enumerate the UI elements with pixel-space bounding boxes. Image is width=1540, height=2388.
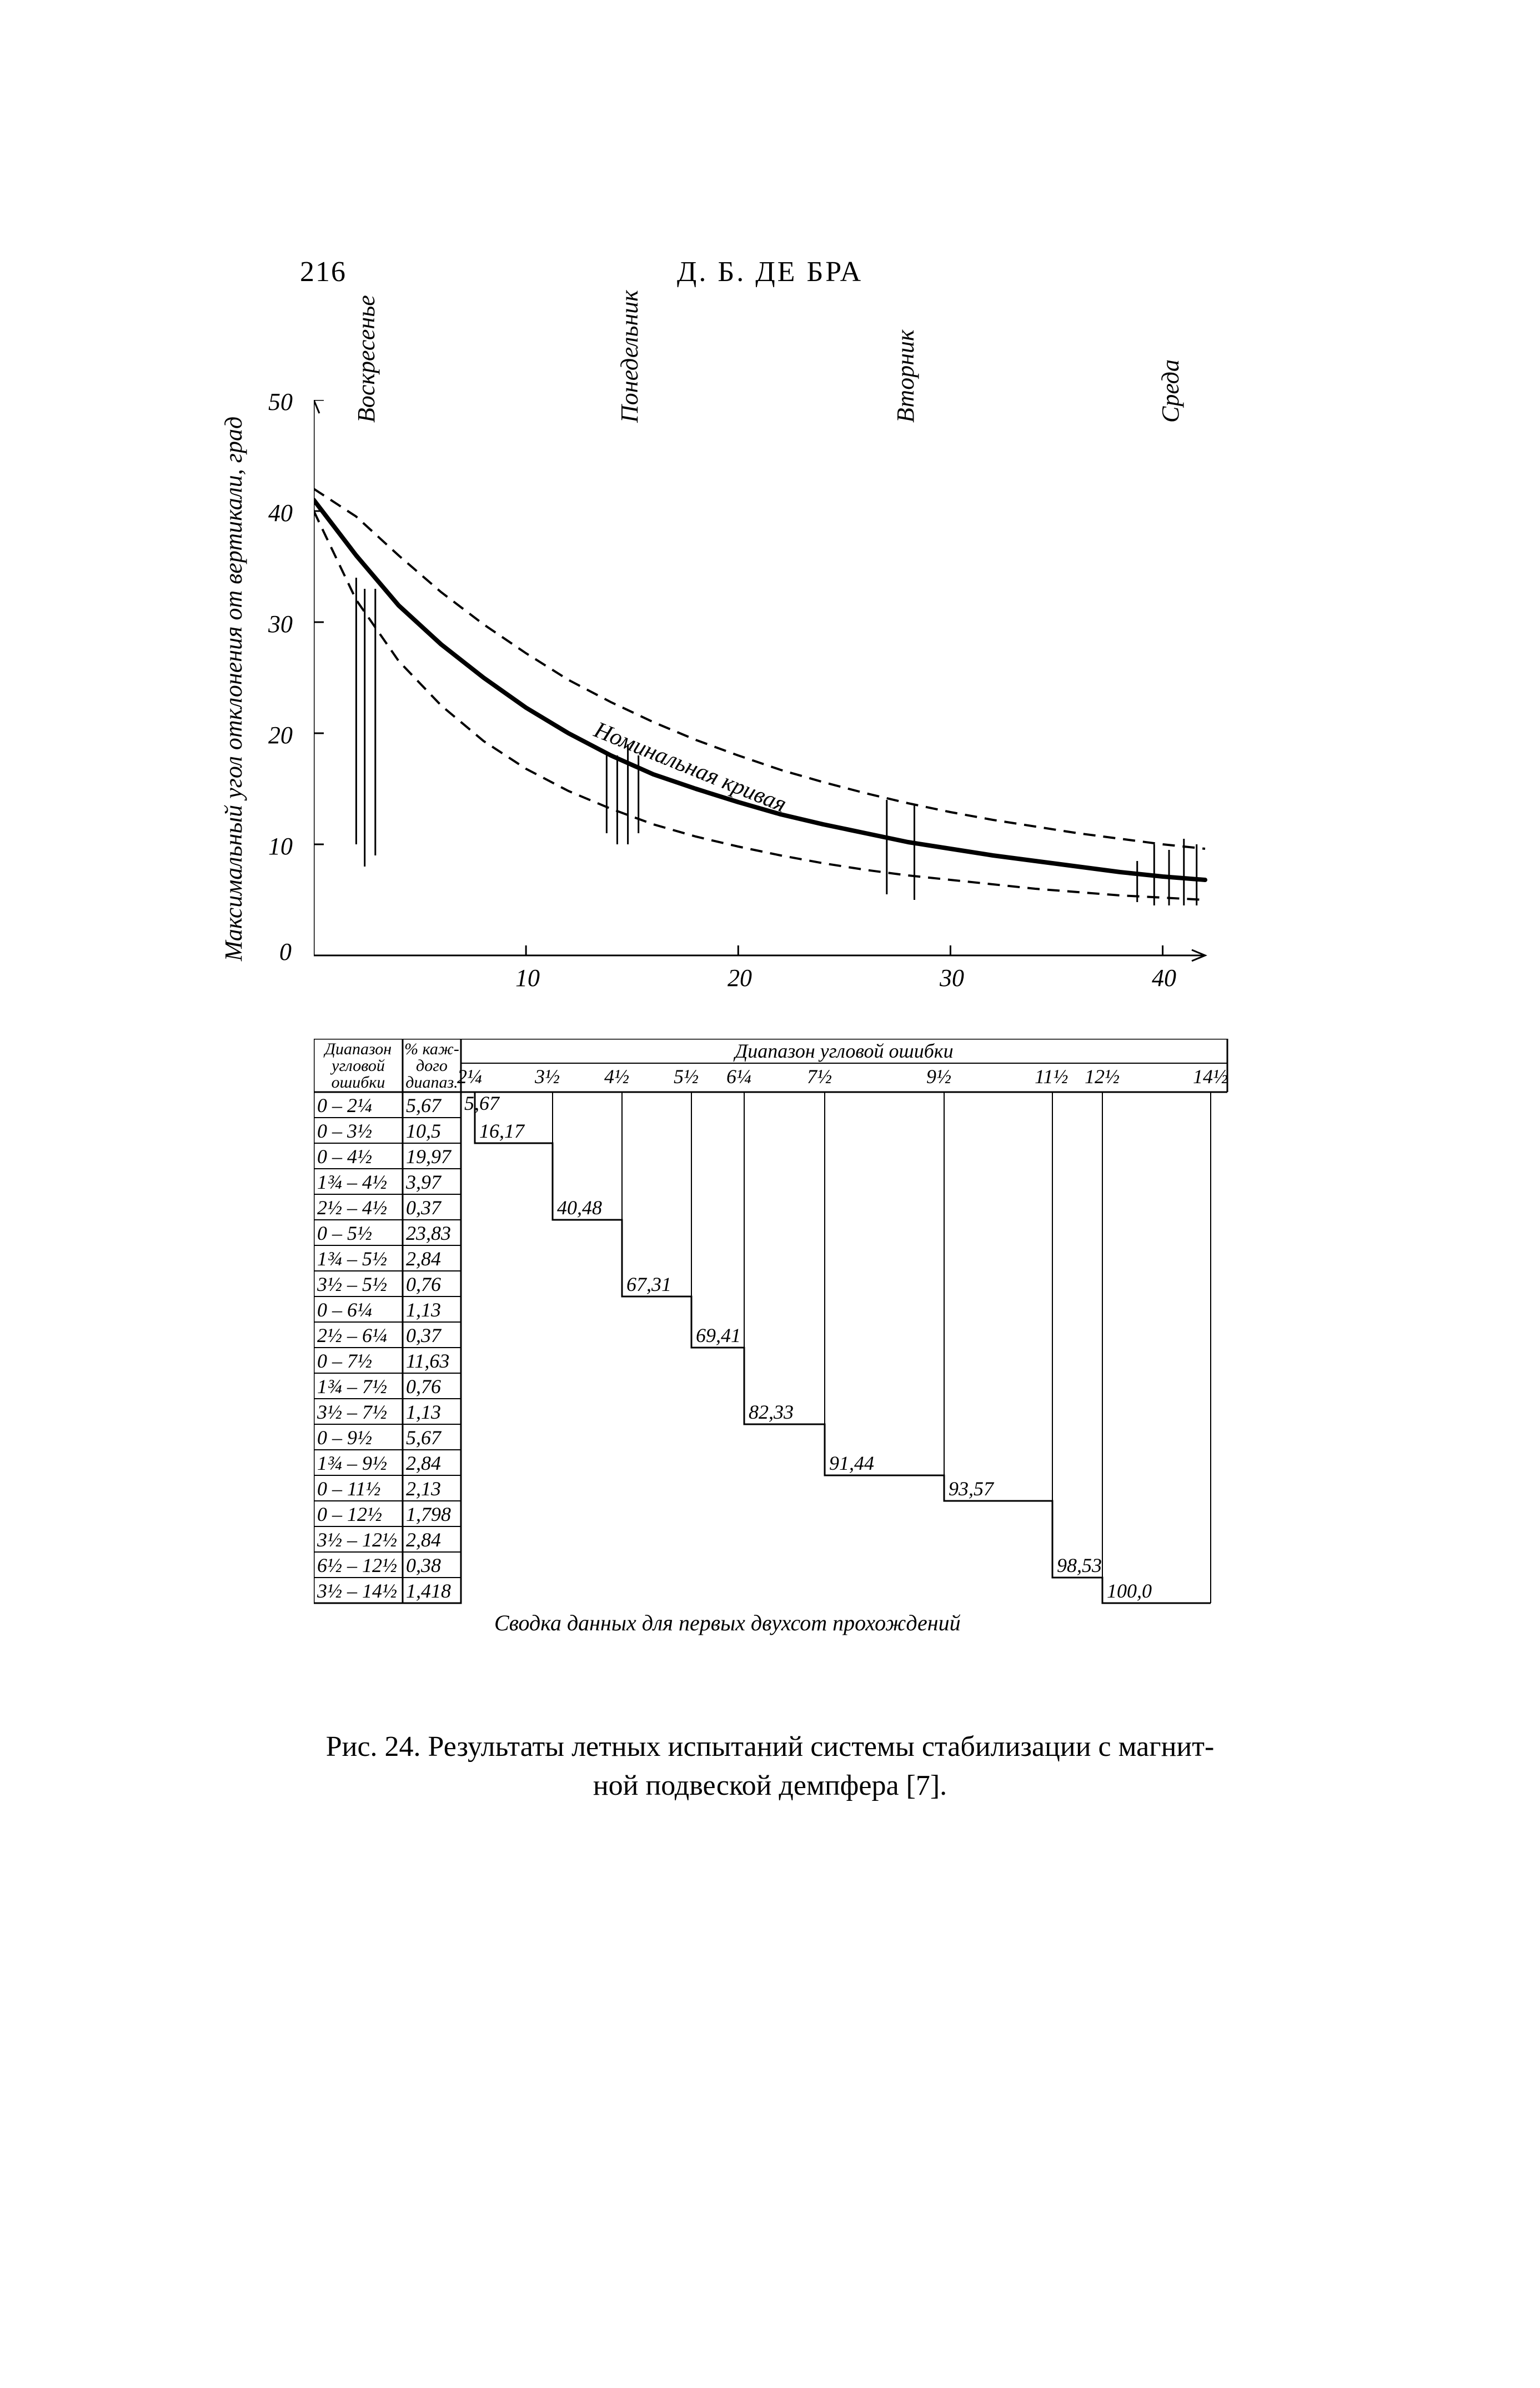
figure-caption: Рис. 24. Результаты летных испытаний сис… [222, 1728, 1318, 1805]
table-cell-range: 3½ – 7½ [317, 1402, 400, 1422]
error-range-table: Диапазонугловойошибки% каж-догодиапаз.Ди… [314, 1039, 1247, 1650]
table-cell-percent: 11,63 [406, 1351, 459, 1371]
table-cell-range: 3½ – 12½ [317, 1530, 400, 1550]
table-cell-percent: 2,84 [406, 1530, 459, 1550]
caption-line: ной подвеской демпфера [7]. [593, 1770, 947, 1801]
table-cell-range: 0 – 5½ [317, 1223, 400, 1243]
day-label: Понедельник [615, 290, 644, 423]
step-value-label: 5,67 [464, 1093, 499, 1113]
table-cell-range: 2½ – 6¼ [317, 1325, 400, 1345]
range-tick-label: 9½ [926, 1067, 951, 1087]
day-label: Воскресенье [352, 295, 380, 423]
table-cell-range: 1¾ – 9½ [317, 1453, 400, 1473]
step-value-label: 98,53 [1057, 1555, 1102, 1575]
table-cell-range: 1¾ – 7½ [317, 1376, 400, 1396]
range-tick-label: 7½ [807, 1067, 832, 1087]
col-a-title-line: угловой [314, 1058, 403, 1074]
decay-chart: Максимальный угол отклонения от вертикал… [314, 400, 1205, 978]
y-tick: 50 [268, 388, 293, 416]
table-cell-range: 0 – 7½ [317, 1351, 400, 1371]
y-tick: 30 [268, 610, 293, 638]
table-cell-range: 0 – 4½ [317, 1147, 400, 1167]
col-b-title-line: дого [403, 1058, 461, 1074]
range-tick-label: 12½ [1085, 1067, 1120, 1087]
table-cell-range: 1¾ – 4½ [317, 1172, 400, 1192]
table-cell-percent: 1,13 [406, 1300, 459, 1320]
x-origin-label: 0 [279, 938, 292, 966]
data-summary-caption: Сводка данных для первых двухсот прохожд… [494, 1610, 961, 1636]
range-tick-label: 3½ [535, 1067, 560, 1087]
table-cell-percent: 3,97 [406, 1172, 459, 1192]
table-cell-percent: 0,37 [406, 1198, 459, 1218]
step-value-label: 100,0 [1107, 1581, 1152, 1601]
y-tick: 20 [268, 721, 293, 749]
col-b-title-line: диапаз. [403, 1074, 461, 1091]
table-cell-percent: 0,76 [406, 1274, 459, 1294]
table-cell-percent: 1,798 [406, 1504, 459, 1524]
table-cell-range: 0 – 11½ [317, 1479, 400, 1499]
table-cell-range: 2½ – 4½ [317, 1198, 400, 1218]
table-cell-range: 0 – 2¼ [317, 1095, 400, 1115]
x-tick: 10 [515, 964, 540, 992]
table-cell-percent: 5,67 [406, 1428, 459, 1448]
table-cell-percent: 10,5 [406, 1121, 459, 1141]
day-label: Среда [1156, 359, 1185, 423]
running-head: Д. Б. ДЕ БРА [0, 256, 1540, 288]
range-tick-label: 14½ [1193, 1067, 1228, 1087]
y-tick: 40 [268, 499, 293, 527]
table-cell-percent: 0,38 [406, 1555, 459, 1575]
range-tick-label: 4½ [604, 1067, 629, 1087]
step-value-label: 82,33 [749, 1402, 794, 1422]
step-value-label: 91,44 [829, 1453, 874, 1473]
range-tick-label: 2¼ [457, 1067, 482, 1087]
table-cell-range: 1¾ – 5½ [317, 1249, 400, 1269]
step-value-label: 93,57 [949, 1479, 994, 1499]
day-label: Вторник [891, 329, 920, 423]
table-cell-percent: 19,97 [406, 1147, 459, 1167]
table-cell-percent: 0,37 [406, 1325, 459, 1345]
table-cell-range: 3½ – 14½ [317, 1581, 400, 1601]
table-cell-percent: 2,84 [406, 1249, 459, 1269]
table-cell-percent: 23,83 [406, 1223, 459, 1243]
col-a-title-line: ошибки [314, 1074, 403, 1091]
chart-svg [314, 400, 1208, 967]
step-value-label: 69,41 [696, 1325, 741, 1345]
table-cell-range: 0 – 3½ [317, 1121, 400, 1141]
table-cell-percent: 1,13 [406, 1402, 459, 1422]
step-value-label: 40,48 [557, 1198, 602, 1218]
step-value-label: 16,17 [479, 1121, 524, 1141]
table-cell-range: 6½ – 12½ [317, 1555, 400, 1575]
y-axis-title: Максимальный угол отклонения от вертикал… [219, 400, 248, 978]
table-cell-percent: 5,67 [406, 1095, 459, 1115]
table-cell-range: 3½ – 5½ [317, 1274, 400, 1294]
table-cell-range: 0 – 6¼ [317, 1300, 400, 1320]
x-tick: 30 [940, 964, 964, 992]
x-tick: 20 [728, 964, 752, 992]
table-cell-percent: 2,84 [406, 1453, 459, 1473]
table-cell-range: 0 – 9½ [317, 1428, 400, 1448]
range-tick-label: 5½ [674, 1067, 699, 1087]
y-tick: 10 [268, 832, 293, 860]
x-tick: 40 [1152, 964, 1176, 992]
range-tick-label: 6¼ [726, 1067, 751, 1087]
table-cell-range: 0 – 12½ [317, 1504, 400, 1524]
caption-line: Рис. 24. Результаты летных испытаний сис… [326, 1731, 1215, 1763]
table-cell-percent: 0,76 [406, 1376, 459, 1396]
table-cell-percent: 1,418 [406, 1581, 459, 1601]
right-header-title: Диапазон угловой ошибки [461, 1041, 1227, 1061]
col-b-title-line: % каж- [403, 1041, 461, 1058]
col-a-title-line: Диапазон [314, 1041, 403, 1058]
range-tick-label: 11½ [1035, 1067, 1068, 1087]
step-value-label: 67,31 [626, 1274, 671, 1294]
table-cell-percent: 2,13 [406, 1479, 459, 1499]
